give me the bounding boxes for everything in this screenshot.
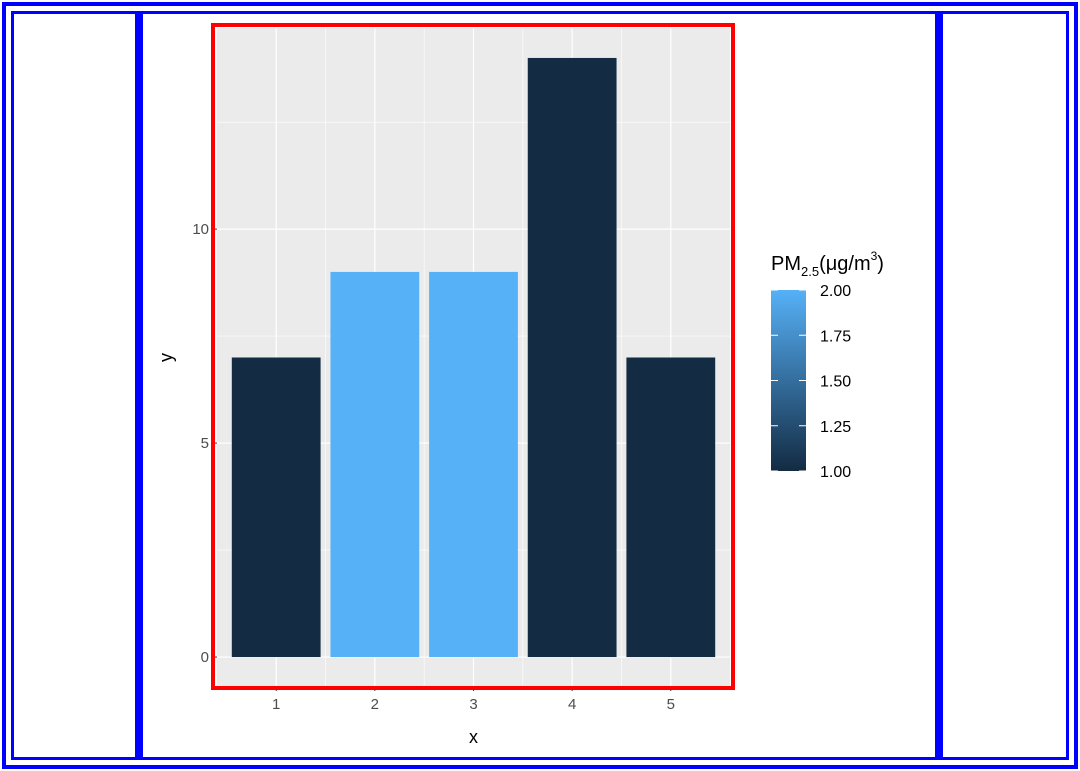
x-axis-ticks: 1 2 3 4 5: [272, 687, 675, 713]
x-axis-label: x: [469, 727, 478, 747]
y-axis-label: y: [156, 353, 176, 362]
bars: [231, 57, 716, 658]
x-tick-label: 2: [371, 696, 379, 713]
y-tick-label: 5: [201, 435, 209, 452]
left-blue-divider: [135, 11, 143, 760]
y-tick-label: 0: [201, 649, 209, 666]
right-blue-divider: [935, 11, 943, 760]
x-tick-label: 3: [469, 696, 477, 713]
bar-5: [626, 357, 716, 658]
color-legend: PM2.5(μg/m3) 1.00 1.25 1.50 1.75 2.00: [771, 249, 884, 481]
x-tick-label: 1: [272, 696, 280, 713]
bar-2: [330, 271, 420, 658]
legend-ticks: 1.00 1.25 1.50 1.75 2.00: [771, 283, 851, 481]
bar-4: [527, 57, 617, 658]
legend-tick-label: 1.00: [820, 464, 851, 481]
inner-blue-frame: [11, 11, 1069, 760]
bar-1: [231, 357, 321, 658]
legend-title: PM2.5(μg/m3): [771, 249, 884, 279]
legend-tick-label: 2.00: [820, 283, 851, 300]
red-highlight-box: [211, 23, 735, 690]
y-tick-label: 10: [192, 221, 209, 238]
legend-tick-label: 1.25: [820, 419, 851, 436]
legend-tick-label: 1.50: [820, 374, 851, 391]
x-tick-label: 4: [568, 696, 576, 713]
legend-tick-label: 1.75: [820, 328, 851, 345]
bar-3: [429, 271, 518, 658]
x-tick-label: 5: [667, 696, 675, 713]
